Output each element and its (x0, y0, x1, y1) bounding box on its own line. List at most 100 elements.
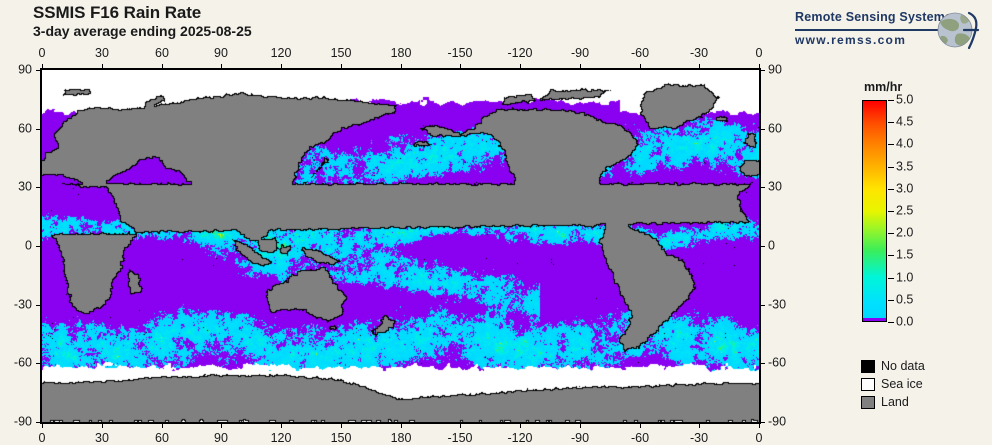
x-axis-tick (102, 64, 103, 70)
x-axis-tick (401, 422, 402, 428)
x-axis-tick (341, 422, 342, 428)
colorbar-gradient (863, 101, 886, 321)
y-axis-tick-label: -60 (13, 355, 32, 370)
x-axis-tick-label: 180 (390, 431, 412, 445)
x-axis-tick-label: 0 (38, 46, 46, 60)
x-axis-tick (42, 64, 43, 70)
x-axis-tick-label: -120 (507, 46, 533, 60)
colorbar-tick-label: 0.5 (896, 292, 914, 307)
y-axis-tick (759, 70, 765, 71)
y-axis-tick-label: -30 (13, 297, 32, 312)
y-axis-tick-label: 30 (18, 179, 32, 194)
x-axis-tick-label: -150 (447, 46, 473, 60)
x-axis-tick-label: 60 (155, 431, 169, 445)
x-axis-tick (42, 422, 43, 428)
colorbar-tick-label: 5.0 (896, 92, 914, 107)
y-axis-tick (36, 70, 42, 71)
x-axis-tick-label: 0 (38, 431, 46, 445)
x-axis-tick-label: 60 (155, 46, 169, 60)
colorbar-tick (888, 144, 894, 145)
y-axis-tick (759, 305, 765, 306)
x-axis-tick (759, 64, 760, 70)
rain-rate-map[interactable] (40, 68, 761, 424)
remss-logo[interactable]: Remote Sensing Systems www.remss.com (793, 8, 983, 52)
y-axis-tick (36, 305, 42, 306)
x-axis-tick-label: 150 (330, 431, 352, 445)
colorbar-tick-label: 4.5 (896, 114, 914, 129)
x-axis-tick (699, 422, 700, 428)
x-axis-tick (221, 64, 222, 70)
legend-label: No data (881, 358, 925, 373)
x-axis-tick (580, 422, 581, 428)
colorbar[interactable] (862, 100, 887, 322)
legend-swatch (861, 359, 875, 373)
x-axis-tick-label: 0 (755, 431, 763, 445)
x-axis-tick (759, 422, 760, 428)
x-axis-tick-label: -30 (689, 46, 709, 60)
y-axis-tick (36, 422, 42, 423)
x-axis-tick (221, 422, 222, 428)
x-axis-tick-label: 180 (390, 46, 412, 60)
x-axis-tick-label: 30 (95, 46, 109, 60)
x-axis-tick-label: 90 (214, 431, 228, 445)
x-axis-tick-label: -90 (570, 46, 590, 60)
colorbar-tick-label: 3.0 (896, 181, 914, 196)
y-axis-tick (36, 187, 42, 188)
y-axis-tick-label: 90 (18, 62, 32, 77)
y-axis-tick-label: 30 (768, 179, 782, 194)
y-axis-tick-label: -90 (768, 414, 787, 429)
colorbar-tick (888, 122, 894, 123)
x-axis-tick-label: -60 (630, 46, 650, 60)
x-axis-tick-label: 0 (755, 46, 763, 60)
page-title: SSMIS F16 Rain Rate (33, 3, 202, 22)
colorbar-tick (888, 211, 894, 212)
x-axis-tick-label: -150 (447, 431, 473, 445)
legend-swatch (861, 395, 875, 409)
y-axis-tick (759, 187, 765, 188)
legend-swatch (861, 377, 875, 391)
y-axis-tick (759, 422, 765, 423)
colorbar-tick (888, 100, 894, 101)
colorbar-tick-label: 0.0 (896, 314, 914, 329)
y-axis-tick-label: 0 (768, 238, 775, 253)
x-axis-tick (162, 64, 163, 70)
y-axis-tick (759, 246, 765, 247)
x-axis-tick (640, 422, 641, 428)
colorbar-tick (888, 300, 894, 301)
x-axis-tick (460, 422, 461, 428)
y-axis-tick-label: 0 (25, 238, 32, 253)
x-axis-tick (281, 64, 282, 70)
legend-label: Land (881, 394, 909, 409)
colorbar-tick-label: 1.0 (896, 270, 914, 285)
x-axis-tick (162, 422, 163, 428)
y-axis-tick-label: 60 (18, 121, 32, 136)
logo-organization-name: Remote Sensing Systems (795, 10, 953, 24)
page-subtitle: 3-day average ending 2025-08-25 (33, 23, 252, 39)
colorbar-tick-label: 4.0 (896, 136, 914, 151)
colorbar-tick-label: 3.5 (896, 159, 914, 174)
x-axis-tick-label: 150 (330, 46, 352, 60)
y-axis-tick (36, 363, 42, 364)
x-axis-tick (580, 64, 581, 70)
colorbar-tick (888, 189, 894, 190)
y-axis-tick-label: -30 (768, 297, 787, 312)
x-axis-tick (699, 64, 700, 70)
y-axis-tick-label: 90 (768, 62, 782, 77)
x-axis-tick (281, 422, 282, 428)
colorbar-tick (888, 233, 894, 234)
x-axis-tick (401, 64, 402, 70)
x-axis-tick (341, 64, 342, 70)
legend-item: No data (861, 357, 925, 375)
colorbar-tick-label: 1.5 (896, 247, 914, 262)
colorbar-tick-label: 2.0 (896, 225, 914, 240)
colorbar-tick (888, 322, 894, 323)
x-axis-tick-label: -90 (570, 431, 590, 445)
x-axis-tick-label: 120 (270, 46, 292, 60)
x-axis-tick-label: -30 (689, 431, 709, 445)
legend-item: Sea ice (861, 375, 925, 393)
x-axis-tick-label: -120 (507, 431, 533, 445)
y-axis-tick (36, 129, 42, 130)
globe-icon (937, 11, 980, 50)
rain-rate-raster (42, 70, 759, 422)
x-axis-tick (640, 64, 641, 70)
